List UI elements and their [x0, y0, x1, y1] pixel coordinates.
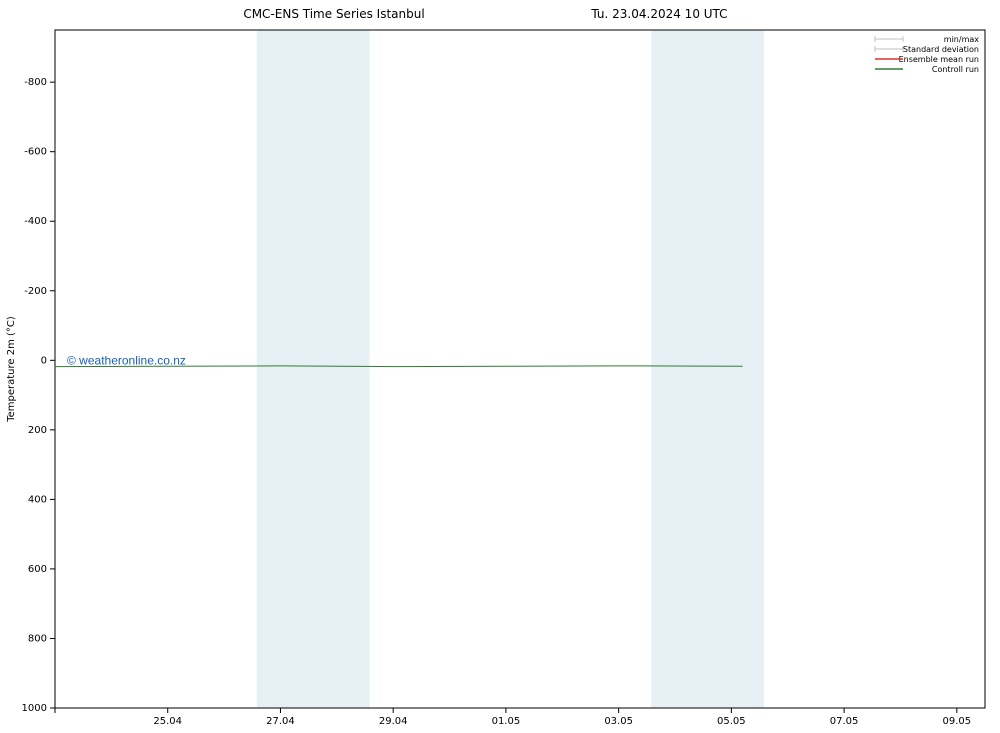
x-tick-label: 03.05: [604, 716, 633, 727]
y-tick-label: 200: [28, 425, 47, 436]
x-tick-label: 09.05: [942, 716, 971, 727]
weekend-band: [257, 30, 370, 708]
y-tick-label: 0: [41, 355, 47, 366]
y-tick-label: -400: [24, 216, 47, 227]
x-tick-label: 01.05: [492, 716, 521, 727]
y-tick-label: -800: [24, 77, 47, 88]
x-tick-label: 07.05: [830, 716, 859, 727]
weekend-band: [651, 30, 764, 708]
y-tick-label: 1000: [22, 703, 47, 714]
y-tick-label: 600: [28, 564, 47, 575]
chart-title-right: Tu. 23.04.2024 10 UTC: [590, 7, 727, 21]
x-tick-label: 29.04: [379, 716, 408, 727]
legend-label: min/max: [944, 35, 979, 44]
x-tick-label: 25.04: [153, 716, 182, 727]
legend-label: Controll run: [932, 65, 979, 74]
y-tick-label: -200: [24, 286, 47, 297]
y-axis-label: Temperature 2m (°C): [6, 316, 17, 423]
y-tick-label: 400: [28, 494, 47, 505]
y-tick-label: 800: [28, 633, 47, 644]
legend-label: Ensemble mean run: [899, 55, 979, 64]
legend-label: Standard deviation: [903, 45, 979, 54]
chart-title-left: CMC-ENS Time Series Istanbul: [243, 7, 424, 21]
x-tick-label: 05.05: [717, 716, 746, 727]
x-tick-label: 27.04: [266, 716, 295, 727]
y-tick-label: -600: [24, 147, 47, 158]
watermark: © weatheronline.co.nz: [67, 353, 186, 367]
